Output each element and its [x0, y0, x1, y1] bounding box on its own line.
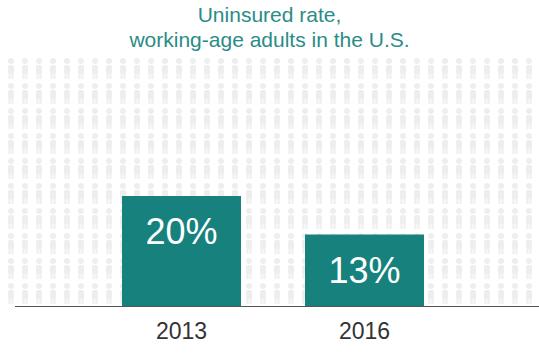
- chart-svg: Uninsured rate,working-age adults in the…: [0, 0, 539, 355]
- labels: 20% 2013 13% 2016: [145, 211, 400, 344]
- category-label: 2013: [156, 318, 207, 344]
- bar: [305, 235, 424, 307]
- chart-container: Uninsured rate,working-age adults in the…: [0, 0, 539, 355]
- category-label: 2016: [339, 318, 390, 344]
- title: Uninsured rate,working-age adults in the…: [128, 3, 409, 51]
- baseline: [15, 306, 539, 307]
- bar: [122, 196, 241, 306]
- background-figures: [0, 56, 539, 306]
- data-label: 20%: [145, 211, 217, 252]
- data-label: 13%: [328, 250, 400, 291]
- bars: [122, 196, 424, 306]
